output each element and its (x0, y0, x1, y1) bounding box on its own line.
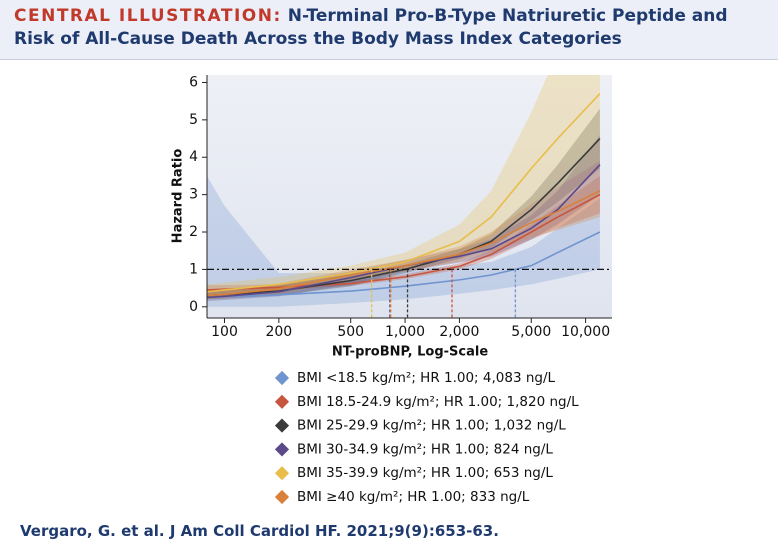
series-line (207, 231, 601, 299)
chart: NT-proBNP, Log-Scale Hazard Ratio 0 1 2 3 4 5… (171, 74, 612, 505)
header-title: N-Terminal Pro-B-Type Natriuretic Peptid… (14, 6, 728, 49)
legend-label: BMI 35-39.9 kg/m²; HR 1.00; 653 ng/L (297, 465, 553, 481)
confidence-band (207, 75, 600, 298)
confidence-band (207, 160, 600, 300)
y-axis-label: Hazard Ratio (171, 149, 186, 244)
y-tick-label: 4 (189, 149, 198, 165)
confidence-band (207, 175, 600, 307)
x-tick-label: 500 (337, 324, 364, 340)
header-label: CENTRAL ILLUSTRATION: (14, 6, 282, 26)
y-tick-label: 5 (189, 112, 198, 128)
x-tick-label: 1,000 (385, 324, 425, 340)
y-tick-label: 6 (189, 74, 198, 90)
y-tick-label: 0 (189, 299, 198, 315)
citation: Vergaro, G. et al. J Am Coll Cardiol HF.… (20, 522, 499, 540)
legend-label: BMI <18.5 kg/m²; HR 1.00; 4,083 ng/L (297, 370, 556, 386)
series-line (207, 164, 601, 299)
legend-marker (274, 370, 290, 386)
legend-label: BMI 25-29.9 kg/m²; HR 1.00; 1,032 ng/L (297, 418, 566, 434)
series-line (207, 138, 601, 297)
series-line (207, 193, 601, 291)
legend-marker (274, 466, 290, 481)
header: CENTRAL ILLUSTRATION: N-Terminal Pro-B-Ty… (0, 0, 778, 60)
legend-marker (274, 489, 290, 505)
legend-label: BMI 18.5-24.9 kg/m²; HR 1.00; 1,820 ng/L (297, 394, 579, 410)
y-tick-label: 2 (189, 224, 198, 240)
x-tick-label: 2,000 (439, 324, 479, 340)
confidence-band (207, 134, 600, 302)
legend-label: BMI ≥40 kg/m²; HR 1.00; 833 ng/L (297, 489, 530, 505)
x-tick-label: 10,000 (561, 324, 610, 340)
x-tick-label: 200 (265, 324, 292, 340)
confidence-band (207, 175, 600, 294)
y-tick-label: 1 (189, 261, 198, 277)
x-tick-label: 5,000 (511, 324, 551, 340)
legend-marker (274, 394, 290, 409)
legend-marker (274, 442, 290, 457)
legend-marker (274, 418, 290, 433)
series-line (207, 93, 601, 293)
plot-layer (207, 75, 612, 318)
legend-label: BMI 30-34.9 kg/m²; HR 1.00; 824 ng/L (297, 441, 553, 457)
x-tick-label: 100 (211, 324, 238, 340)
series-line (207, 190, 601, 297)
y-tick-label: 3 (189, 187, 198, 203)
x-axis-label: NT-proBNP, Log-Scale (332, 345, 488, 360)
